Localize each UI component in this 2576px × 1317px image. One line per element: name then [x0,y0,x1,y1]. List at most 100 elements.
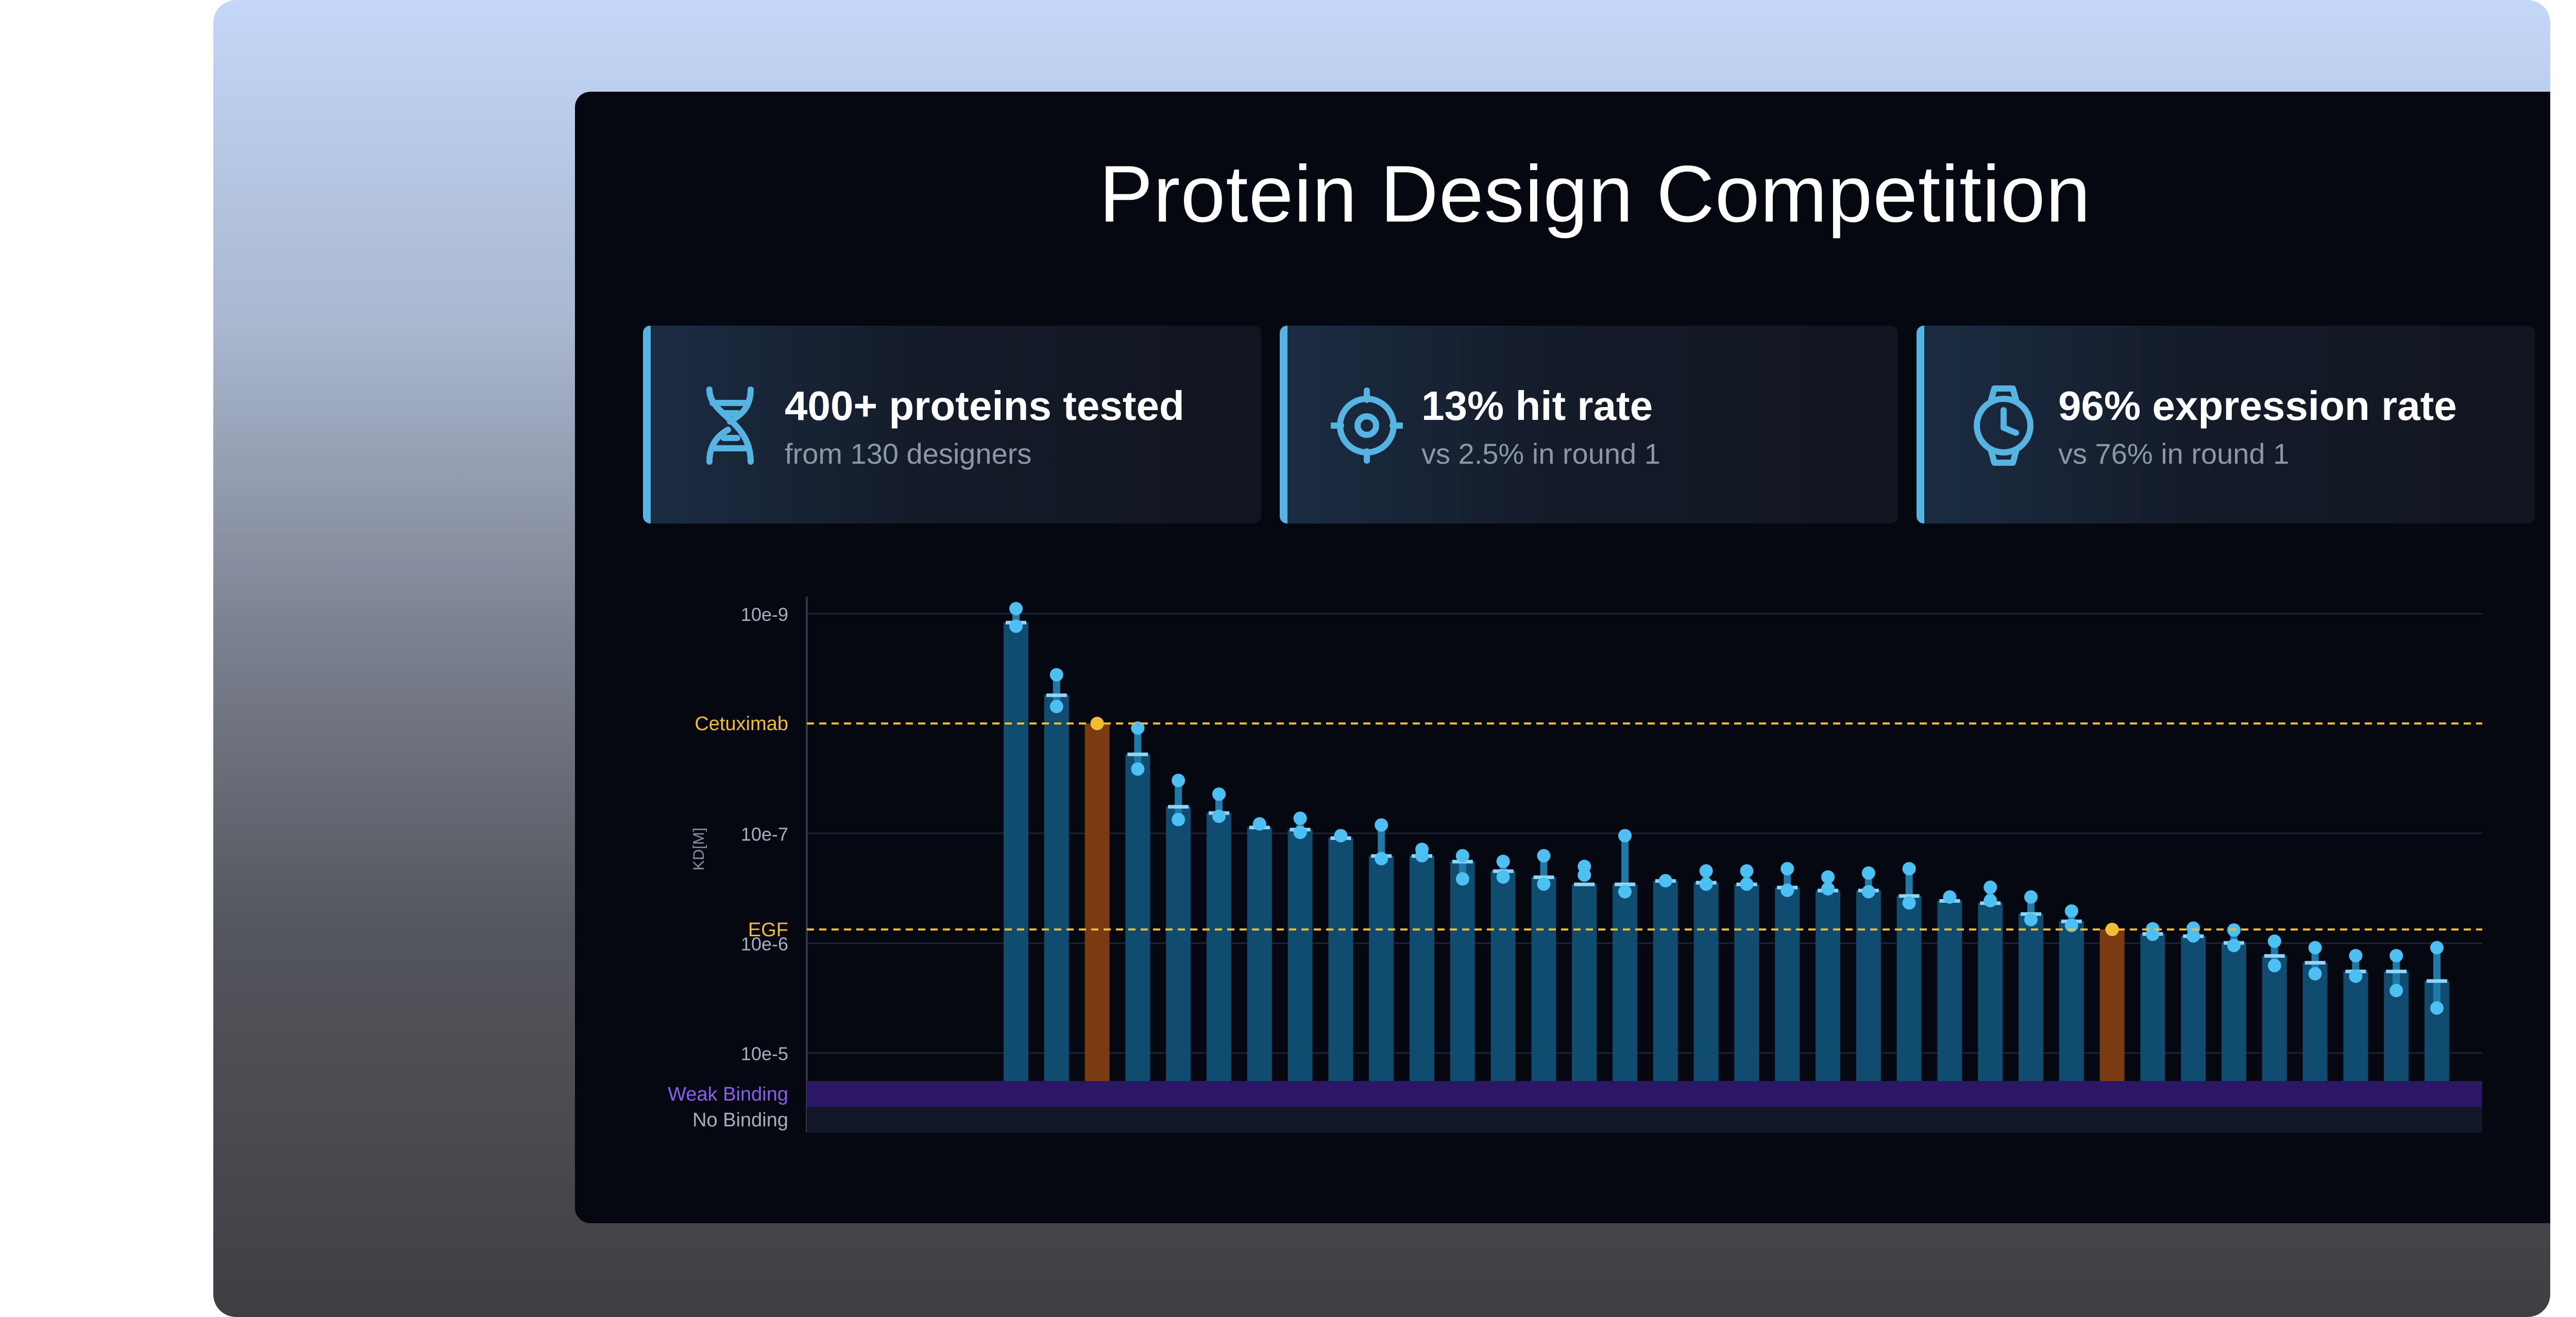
data-point [1131,762,1145,776]
data-point [1618,885,1632,899]
bar [1328,838,1353,1081]
error-bar [2433,948,2441,1008]
data-point [1212,809,1226,823]
y-tick-label: 10e-6 [741,933,788,954]
bar [1978,903,2003,1081]
data-point [1699,877,1713,891]
mean-marker [1533,875,1554,880]
bar [1247,827,1272,1081]
data-point [1537,877,1551,891]
data-point [2389,949,2403,963]
data-point [1658,874,1672,888]
bar [1450,861,1475,1081]
bar [1613,884,1637,1081]
data-point [1293,812,1307,825]
data-point [2187,929,2200,943]
error-bar [1378,825,1385,859]
data-point [1049,700,1063,714]
watch-icon [1974,385,2033,466]
data-point [1212,787,1226,801]
bar [1166,806,1191,1081]
data-point [1781,883,1794,897]
data-point [2024,890,2038,904]
data-point [1943,890,1957,904]
bar [1531,877,1556,1081]
bar [2140,934,2165,1081]
data-point [2146,927,2160,941]
bar [1937,900,1962,1081]
bar [2302,962,2328,1081]
data-point [1578,868,1591,882]
data-point [1821,882,1835,896]
data-point [2064,904,2078,918]
reference-bar [1084,723,1110,1081]
stat-sub: from 130 designers [785,437,1032,470]
bar [1653,881,1678,1081]
bar [1044,695,1069,1081]
data-point [1699,864,1713,878]
data-point [1496,870,1510,884]
data-point [1375,818,1388,832]
data-point [1375,852,1388,866]
reference-line-label: Cetuximab [694,713,788,735]
data-point [1984,881,1997,894]
stat-card-hit-rate: 13% hit rate vs 2.5% in round 1 [1280,326,1898,524]
data-point [2024,913,2038,926]
data-point [1049,668,1063,682]
bar [1896,896,1922,1081]
target-icon [1331,387,1403,464]
data-point [1618,829,1632,842]
data-point [1781,862,1794,875]
bar [1775,887,1800,1081]
data-point [1009,619,1023,633]
mean-marker [1127,752,1148,756]
data-point [2349,949,2363,963]
stat-main: 13% hit rate [1421,383,1653,429]
data-point [1415,849,1429,863]
data-point [1861,866,1875,880]
data-point [1009,602,1023,616]
data-point [1131,721,1145,735]
y-tick-label: 10e-7 [741,823,788,845]
bar [1693,882,1719,1081]
data-point [1455,849,1469,863]
mean-marker [1574,882,1595,886]
data-point [2227,938,2241,952]
data-point [1172,773,1185,787]
data-point [2267,958,2281,972]
data-point [1740,864,1754,878]
error-bar [1134,728,1142,769]
data-point [1821,870,1835,884]
bar [1734,884,1759,1081]
mean-marker [2264,954,2285,958]
bar [1125,754,1150,1081]
bar [1856,890,1881,1081]
y-axis-label: KD[M] [690,828,707,870]
no-binding-label: No Binding [692,1109,788,1131]
data-point [1293,825,1307,839]
weak-binding-label: Weak Binding [668,1084,788,1105]
data-point [2389,984,2403,998]
bar [1207,813,1231,1081]
mean-marker [2427,979,2447,983]
data-point [1537,849,1551,863]
bar [1410,855,1434,1081]
stat-card-expression: 96% expression rate vs 76% in round 1 [1917,326,2535,524]
error-bar [1621,835,1629,892]
bar [1004,622,1028,1081]
page-title: Protein Design Competition [1099,149,2091,239]
mean-marker [1899,894,1920,898]
error-bar [1175,780,1182,820]
stat-main: 400+ proteins tested [785,383,1184,429]
bar [2343,971,2368,1081]
stats-row: 400+ proteins tested from 130 designers … [643,326,2535,524]
error-bar [1053,674,1060,707]
stat-sub: vs 2.5% in round 1 [1421,437,1660,470]
data-point [1740,877,1754,891]
bar [2222,942,2246,1081]
bar [2181,936,2206,1081]
data-point [2308,967,2322,981]
stat-card-proteins: 400+ proteins tested from 130 designers [643,326,1261,524]
data-point [1252,817,1266,831]
bar [1572,884,1597,1081]
